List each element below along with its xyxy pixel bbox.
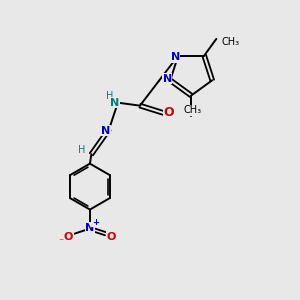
Text: CH₃: CH₃ <box>222 37 240 47</box>
Text: N: N <box>171 52 180 62</box>
Text: +: + <box>92 218 99 227</box>
Text: H: H <box>106 91 113 101</box>
Text: N: N <box>163 74 172 84</box>
Text: ⁻: ⁻ <box>59 238 64 248</box>
Text: O: O <box>107 232 116 242</box>
Text: N: N <box>85 223 94 233</box>
Text: CH₃: CH₃ <box>184 105 202 115</box>
Text: N: N <box>110 98 120 108</box>
Text: N: N <box>101 126 111 136</box>
Text: O: O <box>164 106 174 119</box>
Text: O: O <box>64 232 73 242</box>
Text: H: H <box>78 145 85 155</box>
